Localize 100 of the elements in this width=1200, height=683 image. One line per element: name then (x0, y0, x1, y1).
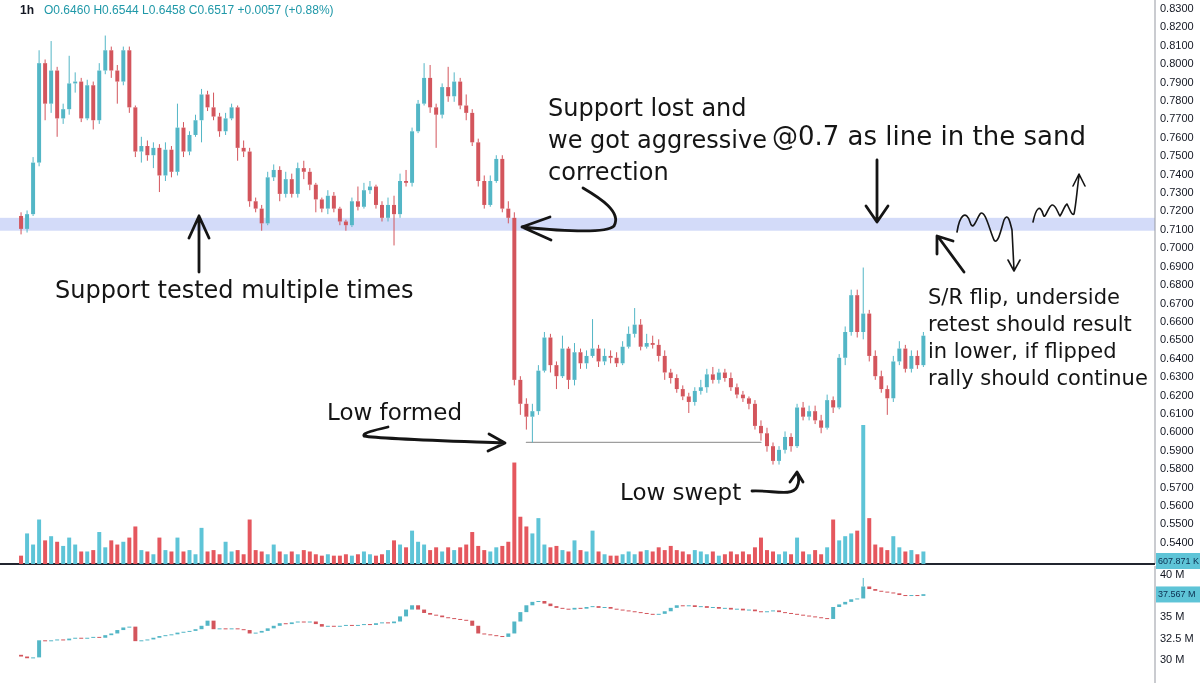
candlestick (674, 373, 679, 394)
bar (470, 532, 475, 564)
candlestick (566, 346, 571, 390)
candlestick (410, 605, 415, 610)
bar (175, 537, 180, 564)
candlestick (849, 599, 854, 602)
bar (265, 554, 270, 564)
bar (349, 555, 354, 564)
candlestick (734, 383, 739, 399)
candlestick (331, 191, 336, 213)
bar (801, 551, 806, 564)
candlestick (801, 401, 806, 421)
bar (181, 551, 186, 564)
candlestick (873, 349, 878, 381)
bar (61, 545, 66, 564)
bar (337, 555, 342, 564)
bar (614, 555, 619, 564)
bar (404, 547, 409, 564)
bar (115, 544, 120, 564)
candlestick (662, 349, 667, 381)
candlestick (277, 165, 282, 202)
bar (361, 551, 366, 564)
candlestick (542, 601, 547, 604)
bar (73, 544, 78, 564)
candlestick (614, 351, 619, 368)
bar (452, 550, 457, 564)
candlestick (398, 616, 403, 622)
bar (650, 551, 655, 564)
bar (686, 554, 691, 564)
candlestick (596, 344, 601, 368)
candlestick (205, 620, 210, 626)
y-tick-label: 0.5800 (1160, 462, 1194, 475)
candlestick (897, 593, 902, 596)
chart-title: 1h (20, 3, 35, 17)
bar (392, 540, 397, 564)
bar (903, 551, 908, 564)
y-tick-label: 0.8300 (1160, 1, 1194, 14)
bar (506, 541, 511, 564)
candlestick (277, 623, 282, 626)
candlestick (97, 62, 102, 125)
bar (259, 551, 264, 564)
candlestick (644, 333, 649, 350)
candlestick (662, 611, 667, 614)
candlestick (915, 349, 920, 370)
candlestick (542, 331, 547, 373)
candlestick (19, 211, 24, 235)
candlestick (777, 445, 782, 466)
bar (253, 550, 258, 564)
bar (476, 545, 481, 564)
y-tick-label: 0.5500 (1160, 517, 1194, 530)
candlestick (680, 384, 685, 401)
y-tick-label: 0.6700 (1160, 296, 1194, 309)
candlestick (37, 49, 42, 167)
candlestick (482, 174, 487, 210)
bar (554, 545, 559, 564)
annotation: S/R flip, underside retest should result in lower, if flipped rally should continue (928, 285, 1148, 390)
candlestick (109, 633, 114, 636)
candlestick (716, 368, 721, 385)
bar (157, 537, 162, 564)
bar (873, 544, 878, 564)
bar (482, 550, 487, 564)
bar (301, 550, 306, 564)
y-tick-label: 0.5600 (1160, 499, 1194, 512)
candlestick (434, 103, 439, 149)
y-tick-label: 0.7100 (1160, 222, 1194, 235)
y-tick-label: 0.6400 (1160, 351, 1194, 364)
candlestick (789, 432, 794, 453)
bar (530, 533, 535, 564)
bar (867, 518, 872, 564)
y-tick-label: 0.5900 (1160, 443, 1194, 456)
bar (422, 544, 427, 564)
candlestick (349, 197, 354, 228)
bar (386, 550, 390, 564)
candlestick (283, 171, 288, 199)
bar (289, 551, 294, 564)
y-tick-label: 0.6500 (1160, 333, 1194, 346)
candlestick (608, 606, 613, 609)
bar (891, 536, 896, 564)
y-tick-label: 0.7600 (1160, 130, 1194, 143)
candlestick (488, 174, 493, 208)
y-tick-label: 0.8000 (1160, 57, 1194, 70)
y-tick-label: 30 M (1160, 653, 1185, 666)
candlestick (885, 384, 890, 416)
bar (55, 541, 60, 564)
bar (277, 551, 282, 564)
candlestick (777, 610, 782, 613)
candlestick (446, 66, 451, 103)
bar (79, 551, 84, 564)
bar (843, 536, 848, 564)
chart-subtitle: O0.6460 H0.6544 L0.6458 C0.6517 +0.0057 (+0.88%) (44, 3, 334, 17)
bar (67, 537, 72, 564)
candlestick (837, 604, 842, 607)
candlestick (524, 605, 529, 613)
candlestick (752, 399, 757, 431)
annotation: Support tested multiple times (55, 276, 414, 304)
bar (223, 541, 228, 564)
y-tick-label: 0.7000 (1160, 241, 1194, 254)
candlestick (386, 197, 390, 223)
candlestick (867, 586, 872, 590)
bar (855, 530, 860, 564)
